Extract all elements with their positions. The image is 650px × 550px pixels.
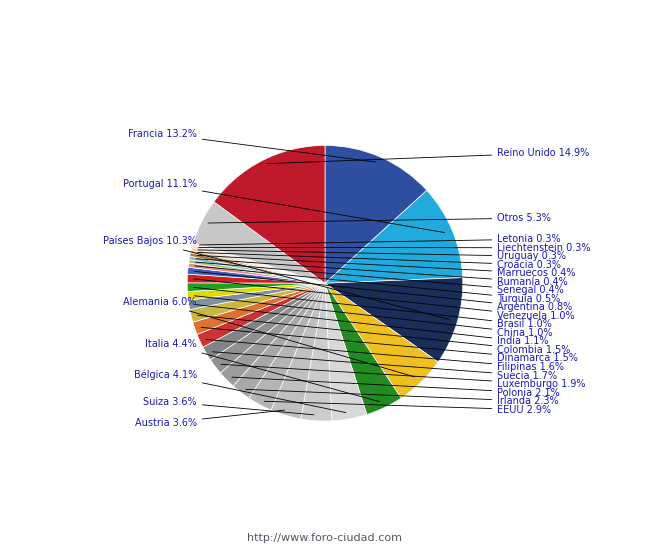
Wedge shape [188, 283, 325, 310]
Text: Polonia 2.1%: Polonia 2.1% [232, 377, 560, 398]
Text: Luxemburgo 1.9%: Luxemburgo 1.9% [221, 364, 586, 389]
Text: Rumanía 0.4%: Rumanía 0.4% [196, 258, 568, 287]
Wedge shape [190, 252, 325, 283]
Text: Irlanda 2.3%: Irlanda 2.3% [246, 389, 559, 406]
Text: Croacia 0.3%: Croacia 0.3% [198, 252, 561, 270]
Text: Argentina 0.8%: Argentina 0.8% [194, 271, 573, 312]
Text: China 1.0%: China 1.0% [194, 296, 552, 338]
Text: Países Bajos 10.3%: Países Bajos 10.3% [103, 236, 449, 320]
Text: Filipinas 1.6%: Filipinas 1.6% [206, 339, 564, 372]
Text: Dinamarca 1.5%: Dinamarca 1.5% [202, 327, 578, 364]
Wedge shape [301, 283, 332, 421]
Text: Francia 13.2%: Francia 13.2% [128, 129, 376, 162]
Text: EEUU 2.9%: EEUU 2.9% [265, 402, 551, 415]
Wedge shape [192, 245, 325, 283]
Text: Colombia 1.5%: Colombia 1.5% [198, 315, 571, 355]
Wedge shape [211, 283, 325, 373]
Text: Uruguay 0.3%: Uruguay 0.3% [198, 250, 566, 261]
Text: India 1.1%: India 1.1% [196, 305, 549, 346]
Text: Reino Unido 14.9%: Reino Unido 14.9% [267, 148, 590, 164]
Text: Turquía 0.5%: Turquía 0.5% [195, 266, 560, 304]
Wedge shape [325, 283, 367, 421]
Text: Portugal 11.1%: Portugal 11.1% [123, 179, 445, 233]
Text: Letonia 0.3%: Letonia 0.3% [200, 234, 561, 245]
Text: http://www.foro-ciudad.com: http://www.foro-ciudad.com [248, 532, 402, 543]
Text: Italia 4.4%: Italia 4.4% [145, 339, 380, 402]
Wedge shape [193, 202, 325, 283]
Wedge shape [325, 278, 463, 362]
Wedge shape [189, 256, 325, 283]
Text: Marruecos 0.4%: Marruecos 0.4% [197, 255, 576, 278]
Text: Suecia 1.7%: Suecia 1.7% [213, 352, 558, 381]
Wedge shape [325, 283, 438, 398]
Wedge shape [188, 263, 325, 283]
Wedge shape [249, 283, 325, 410]
Wedge shape [190, 250, 325, 283]
Wedge shape [271, 283, 325, 419]
Wedge shape [193, 283, 325, 334]
Wedge shape [191, 248, 325, 283]
Wedge shape [325, 145, 427, 283]
Wedge shape [220, 283, 325, 386]
Wedge shape [325, 283, 401, 415]
Text: A Coruña - Turistas extranjeros según país - Abril de 2024: A Coruña - Turistas extranjeros según pa… [73, 14, 577, 32]
Wedge shape [192, 243, 325, 283]
Text: Alemania 6.0%: Alemania 6.0% [124, 298, 415, 377]
Text: Venezuela 1.0%: Venezuela 1.0% [194, 279, 575, 321]
Wedge shape [187, 274, 325, 283]
Wedge shape [214, 145, 325, 283]
Text: Otros 5.3%: Otros 5.3% [208, 213, 551, 223]
Wedge shape [190, 283, 325, 322]
Text: Bélgica 4.1%: Bélgica 4.1% [133, 370, 346, 412]
Wedge shape [197, 283, 325, 347]
Text: Liechtenstein 0.3%: Liechtenstein 0.3% [199, 243, 591, 253]
Text: Senegal 0.4%: Senegal 0.4% [196, 262, 564, 295]
Wedge shape [187, 267, 325, 283]
Text: Brasil 1.0%: Brasil 1.0% [194, 287, 552, 329]
Wedge shape [233, 283, 325, 398]
Text: Suiza 3.6%: Suiza 3.6% [143, 397, 314, 415]
Text: Austria 3.6%: Austria 3.6% [135, 410, 285, 428]
Wedge shape [203, 283, 325, 360]
Wedge shape [187, 283, 325, 300]
Wedge shape [325, 190, 463, 283]
Wedge shape [188, 260, 325, 283]
Wedge shape [187, 283, 325, 292]
